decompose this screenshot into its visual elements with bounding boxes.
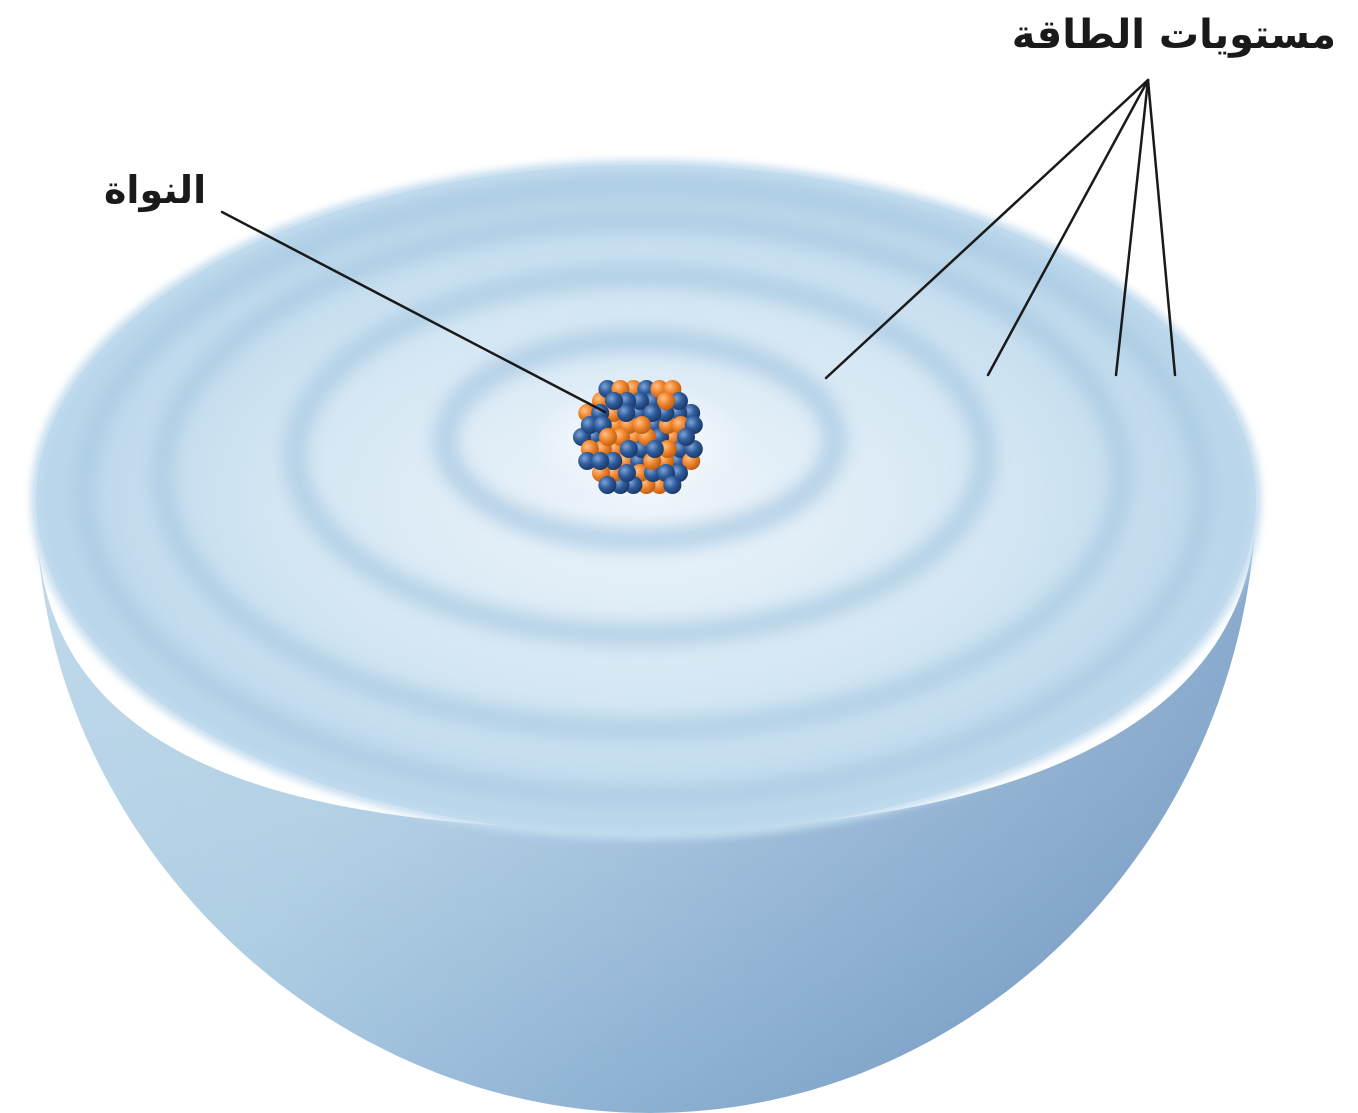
neutron-particle	[617, 404, 636, 422]
proton-particle	[632, 416, 651, 434]
energy-level-ring-2	[284, 264, 996, 646]
neutron-particle	[580, 416, 599, 434]
nucleus-leader-line	[220, 210, 607, 414]
energy-level-leader-line-3	[1114, 78, 1150, 377]
nucleus-label: النواة	[104, 168, 207, 212]
neutron-particle	[598, 476, 617, 494]
neutron-particle	[645, 440, 664, 458]
energy-level-ring-3	[152, 210, 1132, 740]
proton-particle	[657, 392, 675, 410]
neutron-particle	[578, 452, 597, 470]
nucleus	[573, 380, 703, 494]
proton-particle	[599, 428, 617, 446]
neutron-particle	[643, 404, 662, 422]
cross-section-disk	[31, 160, 1261, 840]
energy-level-leader-line-1	[824, 78, 1150, 380]
energy-level-ring-1	[434, 329, 846, 551]
proton-particle	[658, 440, 677, 458]
energy-level-ring-4	[75, 178, 1213, 806]
energy-levels-label: مستويات الطاقة	[1011, 12, 1336, 58]
neutron-particle	[663, 476, 682, 494]
energy-level-leader-line-4	[1146, 78, 1177, 377]
neutron-particle	[604, 452, 623, 470]
neutron-particle	[605, 392, 623, 410]
energy-level-leader-line-2	[986, 78, 1150, 377]
neutron-particle	[631, 392, 649, 410]
neutron-particle	[670, 392, 688, 410]
neutron-particle	[619, 440, 638, 458]
neutron-particle	[677, 428, 695, 446]
neutron-particle	[591, 452, 610, 470]
neutron-particle	[618, 464, 636, 482]
